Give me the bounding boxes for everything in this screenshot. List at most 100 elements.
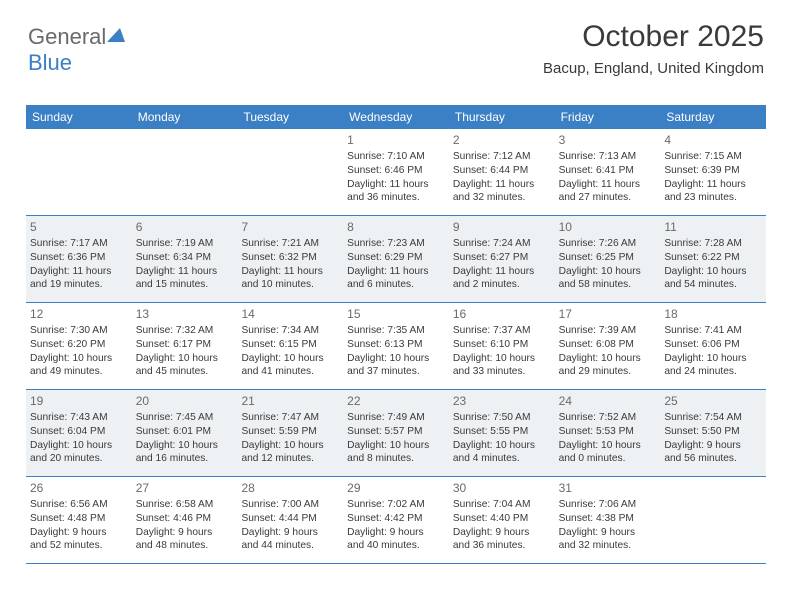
daylight-2: and 20 minutes.: [30, 452, 128, 466]
sunrise: Sunrise: 7:15 AM: [664, 150, 762, 164]
sunrise: Sunrise: 7:43 AM: [30, 411, 128, 425]
day-number: 24: [559, 393, 657, 409]
week-row: 19Sunrise: 7:43 AMSunset: 6:04 PMDayligh…: [26, 390, 766, 477]
daylight-1: Daylight: 9 hours: [453, 526, 551, 540]
daylight-2: and 41 minutes.: [241, 365, 339, 379]
daylight-1: Daylight: 11 hours: [559, 178, 657, 192]
day-number: 9: [453, 219, 551, 235]
sunset: Sunset: 6:01 PM: [136, 425, 234, 439]
day-number: 6: [136, 219, 234, 235]
daylight-1: Daylight: 10 hours: [453, 439, 551, 453]
day-cell: 21Sunrise: 7:47 AMSunset: 5:59 PMDayligh…: [237, 390, 343, 476]
logo-text-2: Blue: [28, 50, 72, 75]
daylight-1: Daylight: 11 hours: [241, 265, 339, 279]
sunrise: Sunrise: 7:12 AM: [453, 150, 551, 164]
day-number: 4: [664, 132, 762, 148]
sunrise: Sunrise: 7:04 AM: [453, 498, 551, 512]
day-cell: 5 Sunrise: 7:17 AMSunset: 6:36 PMDaylight…: [26, 216, 132, 302]
daylight-2: and 15 minutes.: [136, 278, 234, 292]
sunrise: Sunrise: 7:10 AM: [347, 150, 445, 164]
logo-text-1: General: [28, 24, 106, 49]
sunrise: Sunrise: 7:00 AM: [241, 498, 339, 512]
day-number: 30: [453, 480, 551, 496]
sunrise: Sunrise: 7:37 AM: [453, 324, 551, 338]
day-number: 3: [559, 132, 657, 148]
day-cell: 30 Sunrise: 7:04 AMSunset: 4:40 PMDayligh…: [449, 477, 555, 563]
sunrise: Sunrise: 7:17 AM: [30, 237, 128, 251]
daylight-2: and 36 minutes.: [453, 539, 551, 553]
daylight-1: Daylight: 11 hours: [136, 265, 234, 279]
sunset: Sunset: 6:34 PM: [136, 251, 234, 265]
sunrise: Sunrise: 7:06 AM: [559, 498, 657, 512]
daylight-1: Daylight: 10 hours: [559, 265, 657, 279]
day-cell: 20Sunrise: 7:45 AMSunset: 6:01 PMDayligh…: [132, 390, 238, 476]
daylight-1: Daylight: 10 hours: [241, 352, 339, 366]
sunset: Sunset: 6:15 PM: [241, 338, 339, 352]
day-cell: 15Sunrise: 7:35 AMSunset: 6:13 PMDayligh…: [343, 303, 449, 389]
daylight-1: Daylight: 10 hours: [30, 352, 128, 366]
day-number: 16: [453, 306, 551, 322]
daylight-2: and 40 minutes.: [347, 539, 445, 553]
day-cell: 27Sunrise: 6:58 AMSunset: 4:46 PMDayligh…: [132, 477, 238, 563]
sunrise: Sunrise: 7:24 AM: [453, 237, 551, 251]
day-number: 28: [241, 480, 339, 496]
daylight-1: Daylight: 9 hours: [347, 526, 445, 540]
sunrise: Sunrise: 7:41 AM: [664, 324, 762, 338]
daylight-2: and 45 minutes.: [136, 365, 234, 379]
day-cell: 16 Sunrise: 7:37 AMSunset: 6:10 PMDayligh…: [449, 303, 555, 389]
week-row: 1Sunrise: 7:10 AMSunset: 6:46 PMDaylight…: [26, 129, 766, 216]
sunrise: Sunrise: 7:30 AM: [30, 324, 128, 338]
daylight-2: and 29 minutes.: [559, 365, 657, 379]
daylight-1: Daylight: 11 hours: [347, 265, 445, 279]
daylight-2: and 56 minutes.: [664, 452, 762, 466]
day-label: Tuesday: [237, 105, 343, 129]
sunset: Sunset: 6:41 PM: [559, 164, 657, 178]
day-number: 29: [347, 480, 445, 496]
day-number: 23: [453, 393, 551, 409]
day-cell: 13Sunrise: 7:32 AMSunset: 6:17 PMDayligh…: [132, 303, 238, 389]
sunset: Sunset: 6:46 PM: [347, 164, 445, 178]
daylight-2: and 32 minutes.: [559, 539, 657, 553]
sunset: Sunset: 6:10 PM: [453, 338, 551, 352]
location: Bacup, England, United Kingdom: [543, 60, 764, 77]
daylight-2: and 10 minutes.: [241, 278, 339, 292]
week-row: 5Sunrise: 7:17 AMSunset: 6:36 PMDaylight…: [26, 216, 766, 303]
daylight-1: Daylight: 9 hours: [559, 526, 657, 540]
daylight-1: Daylight: 10 hours: [136, 439, 234, 453]
sunrise: Sunrise: 7:02 AM: [347, 498, 445, 512]
day-cell: 1Sunrise: 7:10 AMSunset: 6:46 PMDaylight…: [343, 129, 449, 215]
day-number: 5: [30, 219, 128, 235]
daylight-1: Daylight: 10 hours: [30, 439, 128, 453]
daylight-2: and 32 minutes.: [453, 191, 551, 205]
sunset: Sunset: 6:29 PM: [347, 251, 445, 265]
day-number: 20: [136, 393, 234, 409]
sunrise: Sunrise: 7:52 AM: [559, 411, 657, 425]
sunrise: Sunrise: 7:23 AM: [347, 237, 445, 251]
day-number: 22: [347, 393, 445, 409]
sunset: Sunset: 6:36 PM: [30, 251, 128, 265]
day-number: 13: [136, 306, 234, 322]
sunrise: Sunrise: 7:32 AM: [136, 324, 234, 338]
daylight-2: and 12 minutes.: [241, 452, 339, 466]
daylight-1: Daylight: 11 hours: [347, 178, 445, 192]
header-right: October 2025 Bacup, England, United King…: [543, 20, 764, 77]
sunset: Sunset: 6:22 PM: [664, 251, 762, 265]
sunset: Sunset: 5:57 PM: [347, 425, 445, 439]
day-cell: 23Sunrise: 7:50 AMSunset: 5:55 PMDayligh…: [449, 390, 555, 476]
daylight-1: Daylight: 10 hours: [453, 352, 551, 366]
day-number: 2: [453, 132, 551, 148]
daylight-2: and 27 minutes.: [559, 191, 657, 205]
daylight-1: Daylight: 11 hours: [30, 265, 128, 279]
daylight-2: and 54 minutes.: [664, 278, 762, 292]
sunset: Sunset: 4:40 PM: [453, 512, 551, 526]
daylight-2: and 36 minutes.: [347, 191, 445, 205]
day-cell: 14Sunrise: 7:34 AMSunset: 6:15 PMDayligh…: [237, 303, 343, 389]
day-cell: [132, 129, 238, 215]
sunrise: Sunrise: 7:21 AM: [241, 237, 339, 251]
daylight-2: and 49 minutes.: [30, 365, 128, 379]
week-row: 26Sunrise: 6:56 AMSunset: 4:48 PMDayligh…: [26, 477, 766, 564]
day-number: 19: [30, 393, 128, 409]
day-cell: 28Sunrise: 7:00 AMSunset: 4:44 PMDayligh…: [237, 477, 343, 563]
sunset: Sunset: 5:50 PM: [664, 425, 762, 439]
sunset: Sunset: 6:25 PM: [559, 251, 657, 265]
